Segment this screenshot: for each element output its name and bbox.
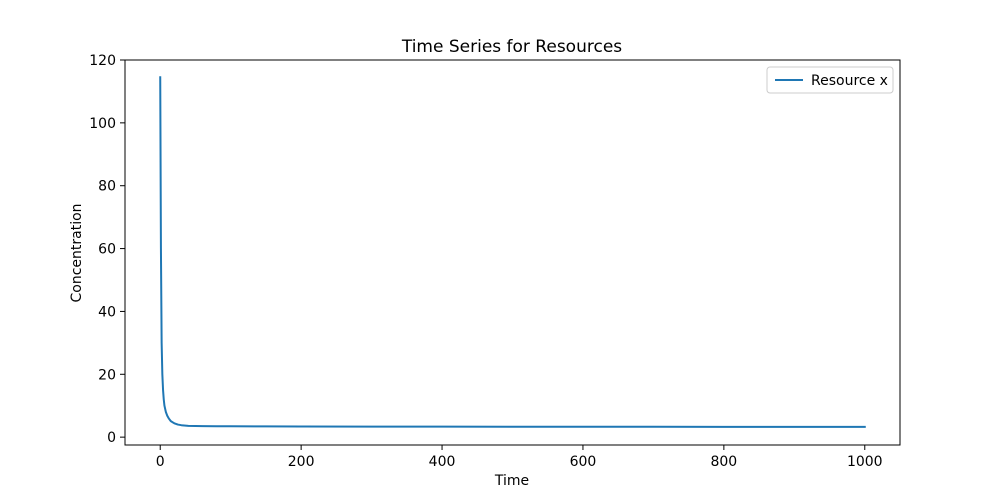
x-tick-label: 800 — [710, 454, 737, 470]
y-tick-label: 60 — [98, 242, 116, 258]
legend: Resource x — [766, 66, 894, 94]
plot-area — [159, 76, 866, 428]
chart-title: Time Series for Resources — [401, 37, 622, 57]
y-tick-label: 20 — [98, 367, 116, 383]
series-line-resource-x — [159, 76, 866, 428]
y-axis-label: Concentration — [69, 203, 85, 302]
y-tick-label: 80 — [98, 179, 116, 195]
x-axis: 0 200 400 600 800 1000 — [156, 445, 883, 470]
y-axis: 0 20 40 60 80 100 120 — [89, 53, 125, 446]
x-tick-label: 600 — [570, 454, 597, 470]
x-tick-label: 0 — [156, 454, 165, 470]
y-tick-label: 0 — [107, 430, 116, 446]
y-tick-label: 120 — [89, 53, 116, 69]
x-axis-label: Time — [494, 473, 529, 489]
x-tick-label: 400 — [429, 454, 456, 470]
x-tick-label: 200 — [288, 454, 315, 470]
legend-label-resource-x: Resource x — [811, 73, 888, 89]
y-tick-label: 100 — [89, 116, 116, 132]
y-tick-label: 40 — [98, 304, 116, 320]
plot-frame — [124, 59, 901, 446]
x-tick-label: 1000 — [847, 454, 883, 470]
legend-box — [766, 66, 894, 94]
